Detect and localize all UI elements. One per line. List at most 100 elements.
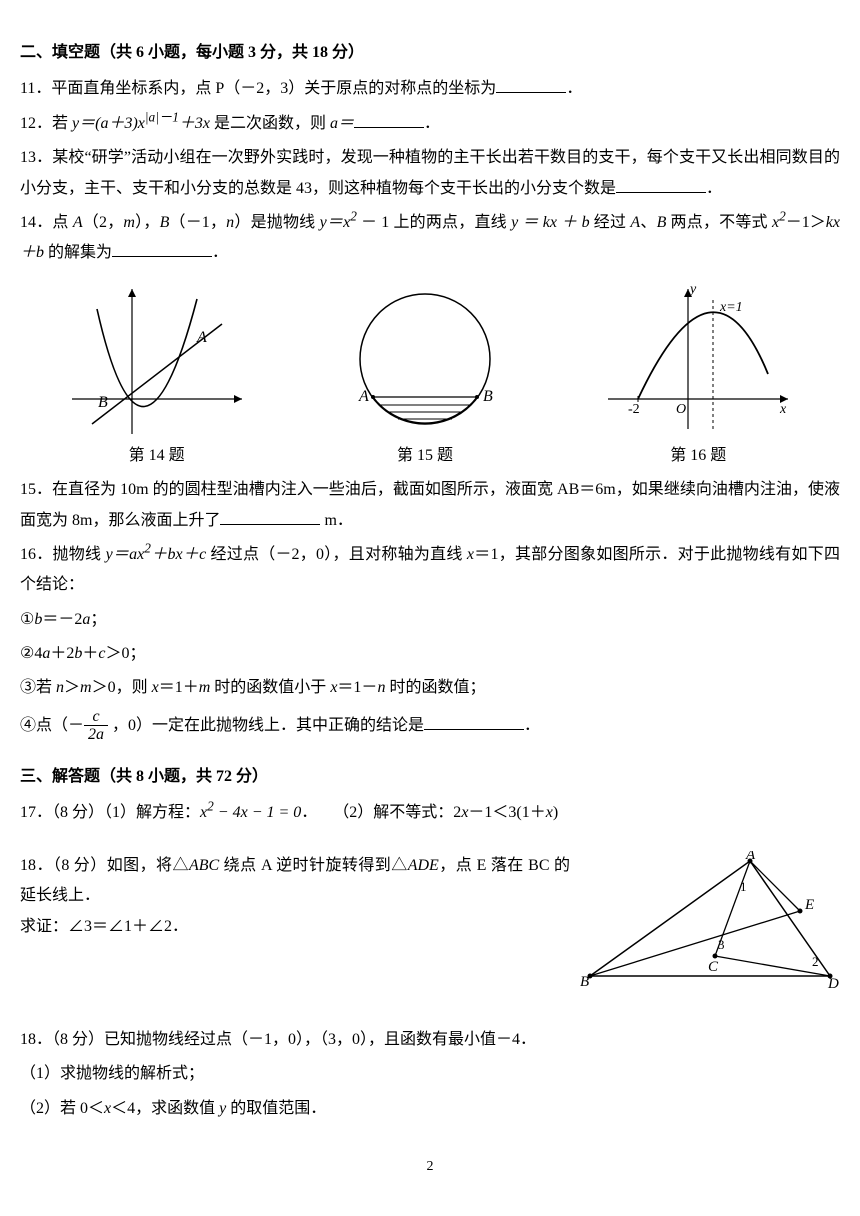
tri-B: B (580, 974, 589, 990)
figures-row: A B 第 14 题 A B 第 15 题 y x O (20, 279, 840, 471)
q16-3e: 时的函数值小于 (210, 679, 330, 696)
q16-1a: ① (20, 611, 34, 628)
q14-eq2: y ＝ kx ＋ b (511, 214, 590, 231)
spacer2 (20, 991, 840, 1021)
fig16-svg: y x O -2 x=1 (598, 279, 798, 439)
q18b-2: （2）若 0＜x＜4，求函数值 y 的取值范围． (20, 1094, 840, 1124)
q16-3m2: m (199, 679, 211, 696)
q16-a: 16．抛物线 (20, 546, 106, 563)
tri-3: 3 (718, 937, 725, 952)
q16-3m: m (80, 679, 92, 696)
q16-2d: ＞0； (105, 645, 145, 662)
q16-3b: ＞ (64, 679, 80, 696)
tri-C: C (708, 959, 719, 975)
section3-title: 三、解答题（共 8 小题，共 72 分） (20, 762, 840, 792)
q18a-abc: ABC (189, 857, 219, 874)
q16-3d: ＝1＋ (159, 679, 199, 696)
q12-blank (354, 111, 424, 128)
q14-j: －1＞ (786, 214, 826, 231)
q18b-2a: （2）若 0＜ (20, 1100, 104, 1117)
q16-2a: ②4 (20, 645, 42, 662)
tri-D: D (827, 976, 839, 991)
fig15-B-label: B (483, 388, 493, 405)
q18a-b: 绕点 A 逆时针旋转得到△ (219, 857, 408, 874)
q16-4-blank (424, 713, 524, 730)
q13-blank (616, 176, 706, 193)
q16: 16．抛物线 y＝ax2＋bx＋c 经过点（－2，0），且对称轴为直线 x＝1，… (20, 540, 840, 601)
q14-B2: B (657, 214, 667, 231)
q16-1c: ； (90, 611, 106, 628)
q14-m: m (123, 214, 135, 231)
q16-eq: y＝ax2＋bx＋c (106, 546, 207, 563)
fig16-cap: 第 16 题 (598, 441, 798, 471)
q14-g: 经过 (590, 214, 631, 231)
q16-2: ②4a＋2b＋c＞0； (20, 639, 840, 669)
fig15-cap: 第 15 题 (335, 441, 515, 471)
fig15-svg: A B (335, 279, 515, 439)
fig14-cell: A B 第 14 题 (62, 279, 252, 471)
q14-Bv: B (160, 214, 170, 231)
q14-b: （2， (83, 214, 124, 231)
q18a: A B C D E 1 2 3 18．（8 分）如图，将△ABC 绕点 A 逆时… (20, 851, 840, 942)
q14-f: － 1 上的两点，直线 (357, 214, 511, 231)
fig15-cell: A B 第 15 题 (335, 279, 515, 471)
q11-blank (496, 76, 566, 93)
q16-4b: ，0）一定在此抛物线上．其中正确的结论是 (108, 717, 424, 734)
q12: 12．若 y＝(a＋3)x|a|－1＋3x 是二次函数，则 a＝． (20, 109, 840, 139)
triangle-svg: A B C D E 1 2 3 (580, 851, 840, 991)
tri-1: 1 (740, 879, 747, 894)
q11-text: 11．平面直角坐标系内，点 P（－2，3）关于原点的对称点的坐标为 (20, 80, 496, 97)
q13-b: ． (706, 180, 722, 197)
page-number: 2 (20, 1154, 840, 1181)
q14-i: 两点，不等式 (666, 214, 772, 231)
q14-e: ）是抛物线 (234, 214, 319, 231)
q16-4a: ④点（－ (20, 717, 84, 734)
q14-k: 的解集为 (44, 244, 112, 261)
q17-a: 17．（8 分）（1）解方程： (20, 804, 200, 821)
q16-1b: ＝－2 (42, 611, 82, 628)
q18b-1: （1）求抛物线的解析式； (20, 1059, 840, 1089)
q18b-2c: 的取值范围． (226, 1100, 326, 1117)
fig16-x: x (779, 402, 787, 417)
q16-xvar: x (467, 546, 474, 563)
q17-b: ． （2）解不等式：2 (301, 804, 461, 821)
q14-x2: x2 (772, 214, 786, 231)
q11-tail: ． (566, 80, 582, 97)
q14-blank (112, 240, 212, 257)
fig14-svg: A B (62, 279, 252, 439)
q14: 14．点 A（2，m），B（－1，n）是抛物线 y＝x2 － 1 上的两点，直线… (20, 208, 840, 269)
q18b: 18．（8 分）已知抛物线经过点（－1，0），（3，0），且函数有最小值－4． (20, 1025, 840, 1055)
q18b-2b: ＜4，求函数值 (111, 1100, 219, 1117)
fig16-x1: x=1 (719, 300, 743, 315)
q14-A: A (73, 214, 83, 231)
q16-4: ④点（－c2a ，0）一定在此抛物线上．其中正确的结论是． (20, 708, 840, 744)
q15-a: 15．在直径为 10m 的的圆柱型油槽内注入一些油后，截面如图所示，液面宽 AB… (20, 481, 840, 528)
fig15-A-label: A (358, 388, 369, 405)
fig16-cell: y x O -2 x=1 第 16 题 (598, 279, 798, 471)
q12-b: 是二次函数，则 (210, 115, 330, 132)
q15-blank (220, 508, 320, 525)
q16-3n: n (56, 679, 64, 696)
q16-3g: 时的函数值； (385, 679, 485, 696)
fig14-B-label: B (98, 394, 108, 411)
q14-h: 、 (640, 214, 656, 231)
q15-b: m． (320, 512, 352, 529)
fig16-O: O (676, 402, 686, 417)
q14-a: 14．点 (20, 214, 73, 231)
q12-c: ． (424, 115, 440, 132)
fig14-cap: 第 14 题 (62, 441, 252, 471)
spacer1 (20, 833, 840, 847)
q17: 17．（8 分）（1）解方程：x2 − 4x − 1 = 0． （2）解不等式：… (20, 798, 840, 828)
fig16-y: y (688, 282, 697, 297)
tri-2: 2 (812, 954, 819, 969)
q16-2b: ＋2 (50, 645, 74, 662)
fig16-neg2: -2 (628, 402, 640, 417)
q18a-a: 18．（8 分）如图，将△ (20, 857, 189, 874)
tri-A: A (745, 851, 756, 863)
q14-eq1: y＝x2 (320, 214, 357, 231)
q18a-ade: ADE (408, 857, 439, 874)
q16-b: 经过点（－2，0），且对称轴为直线 (206, 546, 467, 563)
q17-d: ) (553, 804, 558, 821)
q14-n: n (226, 214, 234, 231)
q12-a-var: a＝ (330, 115, 354, 132)
